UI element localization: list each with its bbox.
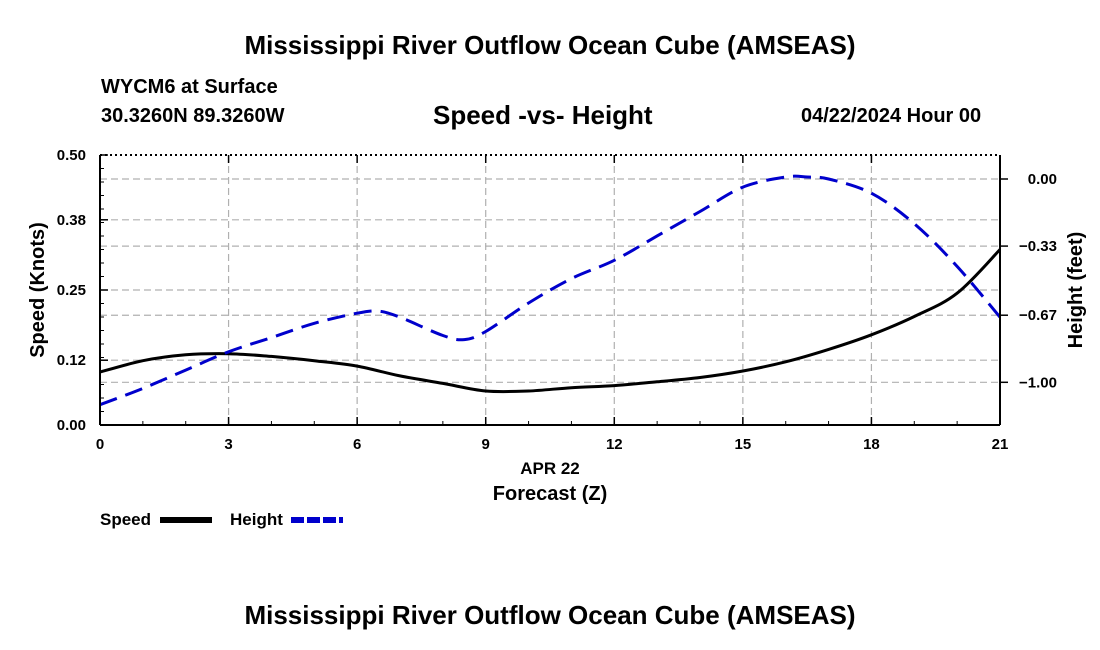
x-tick-label: 15 <box>735 436 752 453</box>
axis-labels: 0 3 6 9 12 15 18 21 0.00 0.12 0.25 0.38 0.50 0.00 −0.3… <box>27 147 1087 505</box>
legend: Speed Height <box>100 510 343 529</box>
x-tick-label: 9 <box>482 436 490 453</box>
y-left-tick-label: 0.25 <box>57 282 86 299</box>
plot-frame <box>99 154 1001 426</box>
chart-title: Speed -vs- Height <box>433 100 653 130</box>
x-tick-label: 0 <box>96 436 104 453</box>
x-date-label: APR 22 <box>520 459 580 478</box>
y-right-tick-label: 0.00 <box>1028 171 1057 188</box>
main-title: Mississippi River Outflow Ocean Cube (AM… <box>244 30 856 60</box>
x-tick-label: 18 <box>863 436 880 453</box>
forecast-datetime: 04/22/2024 Hour 00 <box>801 105 982 127</box>
y-left-tick-label: 0.38 <box>57 212 86 229</box>
x-tick-label: 12 <box>606 436 623 453</box>
y-left-tick-label: 0.50 <box>57 147 86 164</box>
x-tick-label: 3 <box>224 436 232 453</box>
speed-series-line <box>99 248 1002 394</box>
x-axis-title: Forecast (Z) <box>493 483 607 505</box>
grid-lines <box>100 155 1000 425</box>
footer-title: Mississippi River Outflow Ocean Cube (AM… <box>244 600 856 630</box>
series-layer <box>99 174 1002 407</box>
legend-speed-label: Speed <box>100 510 151 529</box>
coordinates-label: 30.3260N 89.3260W <box>101 105 285 127</box>
y-right-axis-title: Height (feet) <box>1065 232 1087 349</box>
x-tick-label: 21 <box>992 436 1009 453</box>
x-tick-label: 6 <box>353 436 361 453</box>
station-label: WYCM6 at Surface <box>101 76 278 98</box>
y-right-tick-label: −1.00 <box>1019 374 1057 391</box>
y-right-tick-label: −0.33 <box>1019 238 1057 255</box>
y-left-tick-label: 0.00 <box>57 417 86 434</box>
y-left-tick-label: 0.12 <box>57 352 86 369</box>
y-left-axis-title: Speed (Knots) <box>27 222 49 358</box>
legend-height-label: Height <box>230 510 283 529</box>
y-right-tick-label: −0.67 <box>1019 307 1057 324</box>
height-series-line <box>99 174 1002 407</box>
axis-ticks <box>99 154 1008 426</box>
